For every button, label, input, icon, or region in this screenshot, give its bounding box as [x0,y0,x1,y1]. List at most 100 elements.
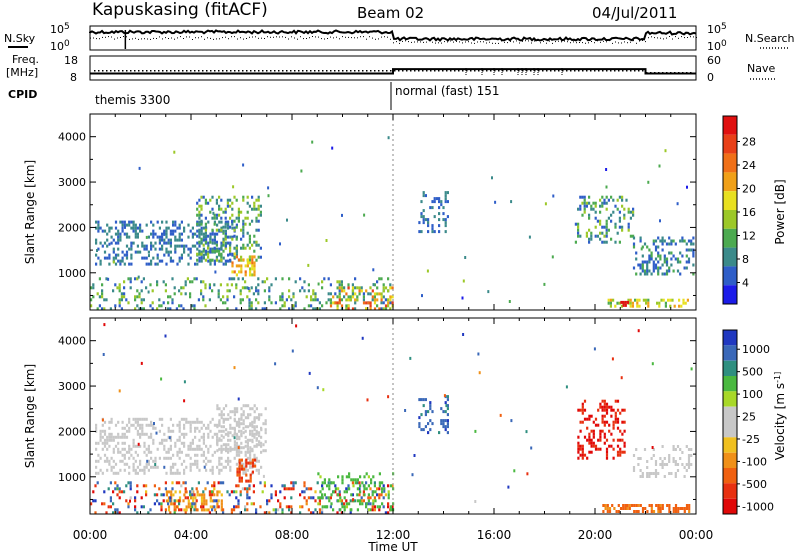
heatmap-cell [659,254,662,258]
heatmap-cell [202,298,205,302]
heatmap-cell [242,222,245,226]
heatmap-cell [347,304,350,308]
heatmap-cell [136,432,139,436]
heatmap-cell [360,289,363,293]
heatmap-cell [220,413,223,417]
heatmap-cell [134,235,137,239]
heatmap-cell [272,508,275,512]
nsearch-point [330,36,331,38]
heatmap-cell [202,249,205,253]
y-tick-label: 3000 [58,380,86,393]
heatmap-cell [220,228,223,232]
heatmap-cell [647,180,650,184]
heatmap-cell [262,449,265,453]
heatmap-cell [213,246,216,250]
heatmap-cell [381,502,384,506]
nave-point [654,72,656,74]
heatmap-cell [196,201,199,205]
heatmap-cell [601,201,604,205]
heatmap-cell [659,463,662,466]
heatmap-cell [172,220,175,224]
heatmap-cell [367,508,370,512]
heatmap-cell [257,243,260,247]
heatmap-cell [233,490,236,494]
heatmap-cell [109,499,112,503]
heatmap-cell [387,511,390,515]
heatmap-cell [172,465,175,469]
heatmap-cell [130,226,133,230]
nsearch-point [480,41,481,43]
heatmap-cell [446,200,449,204]
heatmap-cell [242,225,245,229]
heatmap-cell [240,476,243,480]
nsearch-point [402,40,403,42]
heatmap-cell [427,431,430,435]
heatmap-cell [218,413,221,417]
heatmap-cell [215,249,218,253]
heatmap-cell [601,195,604,199]
heatmap-cell [427,230,430,234]
heatmap-cell [577,234,580,238]
heatmap-cell [202,295,205,299]
heatmap-cell [118,304,121,308]
heatmap-cell [200,292,203,296]
heatmap-cell [292,304,295,308]
nave-point [370,70,372,72]
heatmap-cell [117,447,120,451]
heatmap-cell [191,420,194,424]
nsearch-point [339,38,340,40]
heatmap-cell [614,411,617,415]
heatmap-cell [172,423,175,427]
heatmap-cell [136,295,139,299]
heatmap-cell [211,238,214,242]
heatmap-cell [604,504,607,507]
heatmap-cell [235,223,238,227]
heatmap-cell [191,447,194,451]
heatmap-cell [142,484,145,488]
heatmap-cell [285,298,288,302]
heatmap-cell [288,307,291,311]
heatmap-cell [235,283,238,287]
heatmap-cell [367,502,370,506]
heatmap-cell [431,230,434,234]
heatmap-cell [224,229,227,233]
heatmap-cell [132,468,135,472]
heatmap-cell [242,163,245,167]
heatmap-cell [323,478,326,482]
heatmap-cell [603,402,606,406]
nsearch-point [279,36,280,38]
heatmap-cell [213,481,216,485]
heatmap-cell [378,472,381,476]
heatmap-cell [687,260,691,264]
heatmap-cell [167,238,170,242]
nave-point [338,70,340,72]
heatmap-cell [150,259,153,263]
heatmap-cell [123,426,126,430]
heatmap-cell [194,429,197,433]
heatmap-cell [685,260,688,264]
heatmap-cell [147,290,150,294]
heatmap-cell [239,289,242,293]
heatmap-cell [116,286,119,290]
heatmap-cell [610,405,613,409]
heatmap-cell [158,259,161,263]
freq-label-1: Freq. [12,53,39,66]
heatmap-cell [220,449,223,453]
heatmap-cell [354,307,357,311]
heatmap-cell [652,263,655,267]
heatmap-cell [422,191,425,195]
heatmap-cell [163,444,166,448]
heatmap-cell [376,487,379,491]
heatmap-cell [637,510,640,513]
heatmap-cell [198,228,201,232]
heatmap-cell [579,453,582,457]
heatmap-cell [444,200,447,204]
nave-point [94,70,96,72]
heatmap-cell [136,490,139,494]
heatmap-cell [257,471,260,475]
heatmap-cell [244,216,247,220]
heatmap-cell [248,234,251,238]
heatmap-cell [114,508,117,512]
heatmap-cell [175,307,178,311]
heatmap-cell [140,361,143,365]
